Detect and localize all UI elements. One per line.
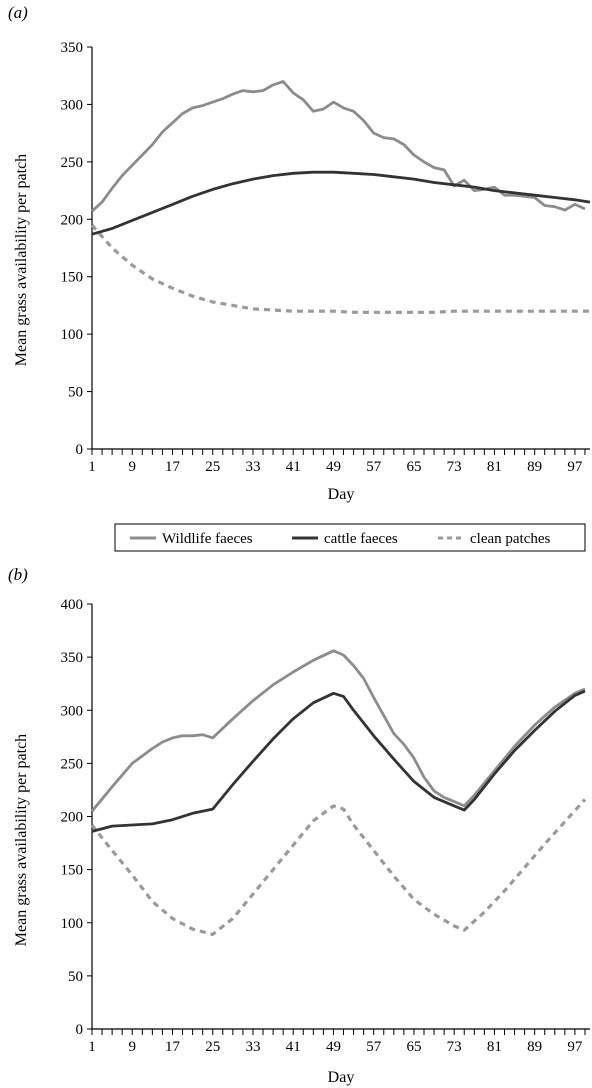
panel-b-y-tick-label: 250 <box>61 756 84 772</box>
panel-b-series-clean-patches <box>90 798 587 936</box>
panel-b-label: (b) <box>8 565 28 584</box>
panel-b-y-tick-label: 400 <box>61 597 84 613</box>
panel-a-y-axis-title: Mean grass availability per patch <box>13 154 30 366</box>
panel-b-series-cattle-faeces <box>91 689 586 833</box>
panel-b-y-tick-label: 200 <box>61 810 84 826</box>
panel-a-x-tick-label: 41 <box>286 459 301 475</box>
panel-b-axes: 0 50 100 150 200 250 300 350 400 1 9 17 25 33 41 49 57 65… <box>61 597 590 1055</box>
panel-b-x-tick-label: 89 <box>527 1039 542 1055</box>
panel-a-x-tick-label: 49 <box>326 459 341 475</box>
panel-b-x-tick-label: 57 <box>366 1039 382 1055</box>
panel-a-y-tick-label: 200 <box>61 212 84 228</box>
legend: Wildlife faeces cattle faeces clean patche… <box>114 523 586 552</box>
panel-b-x-axis-title: Day <box>328 1069 355 1086</box>
panel-a-x-axis-title: Day <box>328 486 355 503</box>
legend-label: Wildlife faeces <box>162 531 253 547</box>
panel-a-x-tick-label: 1 <box>88 459 96 475</box>
panel-b-x-tick-label: 65 <box>406 1039 421 1055</box>
panel-a-chart: (a) Mean grass availability per patch Da… <box>8 3 591 503</box>
panel-a-series <box>90 80 591 314</box>
panel-b-x-tick-label: 9 <box>128 1039 136 1055</box>
panel-b-x-tick-label: 25 <box>205 1039 220 1055</box>
panel-a-y-tick-label: 250 <box>61 155 84 171</box>
panel-a-x-tick-label: 73 <box>447 459 462 475</box>
legend-box <box>114 523 586 552</box>
panel-b-x-tick-label: 1 <box>88 1039 96 1055</box>
panel-a-x-tick-label: 97 <box>567 459 583 475</box>
panel-b-series-wildlife-faeces <box>90 649 586 813</box>
panel-a-series-clean-patches <box>90 223 590 314</box>
panel-b-chart: (b) Mean grass availability per patch Da… <box>8 565 590 1086</box>
panel-b-y-tick-label: 0 <box>76 1022 84 1038</box>
panel-a-y-tick-label: 350 <box>61 40 84 56</box>
panel-a-series-wildlife-faeces <box>91 80 586 213</box>
panel-b-x-tick-label: 33 <box>245 1039 260 1055</box>
panel-b-x-tick-label: 41 <box>286 1039 301 1055</box>
panel-a-x-tick-label: 9 <box>128 459 136 475</box>
panel-a-axes: 0 50 100 150 200 250 300 350 1 9 17 25 33 41 49 57 65 73 8… <box>61 40 590 475</box>
panel-b-x-tick-label: 73 <box>447 1039 462 1055</box>
panel-a-x-tick-label: 65 <box>406 459 421 475</box>
panel-a-x-tick-label: 17 <box>165 459 181 475</box>
panel-b-y-tick-label: 50 <box>68 969 83 985</box>
panel-b-x-tick-label: 81 <box>487 1039 502 1055</box>
panel-b-x-tick-label: 97 <box>567 1039 583 1055</box>
panel-b-y-tick-label: 100 <box>61 916 84 932</box>
panel-b-series <box>90 649 587 936</box>
panel-a-y-tick-label: 0 <box>76 442 84 458</box>
panel-b-y-tick-label: 300 <box>61 703 84 719</box>
panel-a-y-tick-label: 300 <box>61 97 84 113</box>
panel-a-y-tick-label: 100 <box>61 327 84 343</box>
panel-b-x-tick-label: 17 <box>165 1039 181 1055</box>
panel-b-y-tick-label: 150 <box>61 863 84 879</box>
panel-b-y-axis-title: Mean grass availability per patch <box>13 734 30 946</box>
panel-a-x-tick-label: 25 <box>205 459 220 475</box>
panel-a-y-tick-label: 150 <box>61 270 84 286</box>
panel-a-x-tick-label: 89 <box>527 459 542 475</box>
legend-label: clean patches <box>470 531 551 547</box>
panel-a-y-tick-label: 50 <box>68 385 83 401</box>
panel-a-x-tick-label: 33 <box>245 459 260 475</box>
panel-b-y-tick-label: 350 <box>61 650 84 666</box>
panel-a-x-tick-label: 81 <box>487 459 502 475</box>
panel-a-x-tick-label: 57 <box>366 459 382 475</box>
legend-label: cattle faeces <box>324 531 398 547</box>
panel-b-x-tick-label: 49 <box>326 1039 341 1055</box>
panel-a-label: (a) <box>8 3 28 22</box>
panel-a-series-cattle-faeces <box>91 170 591 236</box>
